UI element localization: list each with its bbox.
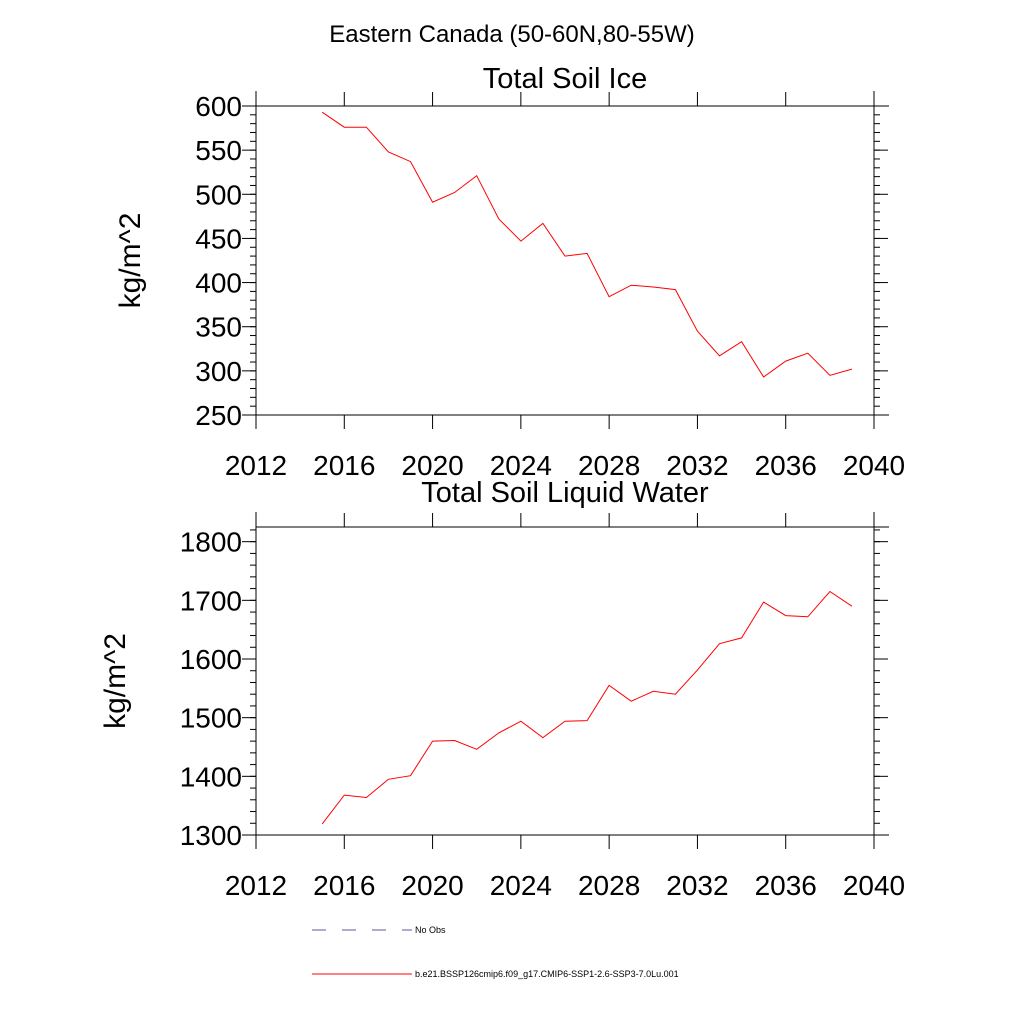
y-axis-label: kg/m^2 bbox=[114, 213, 147, 309]
plot-frame bbox=[255, 526, 875, 836]
x-tick-label: 2040 bbox=[843, 450, 905, 481]
x-tick-label: 2012 bbox=[225, 450, 287, 481]
legend-obs-label: No Obs bbox=[415, 925, 446, 935]
legend-model-label: b.e21.BSSP126cmip6.f09_g17.CMIP6-SSP1-2.… bbox=[415, 969, 679, 979]
x-tick-label: 2016 bbox=[313, 450, 375, 481]
soil-liquid-water-panel: Total Soil Liquid Water kg/m^2 1300 1400 150… bbox=[99, 477, 905, 901]
series-line bbox=[321, 111, 853, 378]
x-tick-label: 2028 bbox=[578, 450, 640, 481]
x-tick-label: 2024 bbox=[490, 870, 552, 901]
x-tick-label: 2032 bbox=[666, 870, 728, 901]
x-tick-label: 2040 bbox=[843, 870, 905, 901]
y-tick-label: 1700 bbox=[180, 585, 242, 616]
y-tick-label: 1800 bbox=[180, 527, 242, 558]
x-tick-label: 2016 bbox=[313, 870, 375, 901]
y-tick-label: 600 bbox=[195, 91, 242, 122]
y-tick-label: 1600 bbox=[180, 644, 242, 675]
main-title: Eastern Canada (50-60N,80-55W) bbox=[329, 21, 695, 48]
x-tick-label: 2036 bbox=[755, 870, 817, 901]
series-line bbox=[321, 590, 853, 825]
y-tick-label: 1300 bbox=[180, 820, 242, 851]
x-tick-label: 2012 bbox=[225, 870, 287, 901]
y-axis-label: kg/m^2 bbox=[99, 633, 132, 729]
y-tick-label: 250 bbox=[195, 400, 242, 431]
plot-frame bbox=[255, 105, 875, 416]
panel-title: Total Soil Liquid Water bbox=[421, 477, 709, 509]
y-tick-label: 350 bbox=[195, 312, 242, 343]
legend: No Obs b.e21.BSSP126cmip6.f09_g17.CMIP6-… bbox=[312, 925, 679, 979]
x-tick-label: 2020 bbox=[401, 870, 463, 901]
y-tick-label: 400 bbox=[195, 268, 242, 299]
y-tick-label: 550 bbox=[195, 135, 242, 166]
x-tick-label: 2028 bbox=[578, 870, 640, 901]
y-tick-label: 300 bbox=[195, 356, 242, 387]
y-tick-label: 500 bbox=[195, 179, 242, 210]
y-tick-label: 1400 bbox=[180, 761, 242, 792]
y-tick-label: 450 bbox=[195, 223, 242, 254]
x-tick-label: 2036 bbox=[755, 450, 817, 481]
x-tick-label: 2024 bbox=[490, 450, 552, 481]
soil-ice-panel: Total Soil Ice kg/m^2 250 300 350 400 450 500 55… bbox=[114, 63, 905, 481]
x-tick-label: 2032 bbox=[666, 450, 728, 481]
panel-title: Total Soil Ice bbox=[483, 63, 647, 95]
x-tick-label: 2020 bbox=[401, 450, 463, 481]
y-tick-label: 1500 bbox=[180, 703, 242, 734]
